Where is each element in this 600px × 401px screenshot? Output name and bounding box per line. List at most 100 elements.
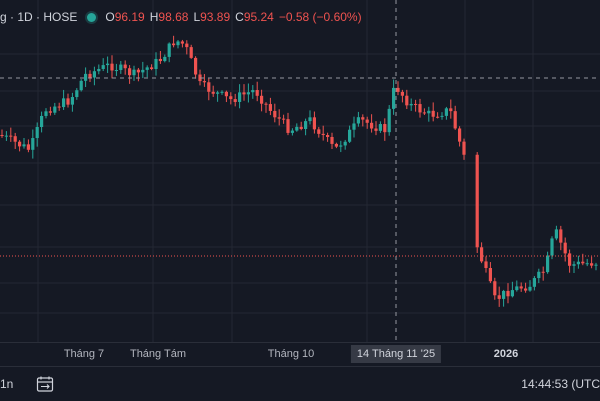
candle-body: [431, 110, 435, 117]
time-tick: Tháng Tám: [129, 348, 187, 360]
candle-body: [317, 129, 321, 134]
candle-body: [185, 43, 189, 48]
candle-body: [233, 99, 237, 102]
close-label: C: [235, 10, 244, 24]
close-value: 95.24: [243, 10, 274, 24]
time-tick-year: 2026: [493, 348, 519, 360]
low-value: 93.89: [200, 10, 231, 24]
candle-body: [79, 80, 83, 91]
candle-body: [436, 116, 440, 118]
time-tick: Tháng 10: [267, 348, 315, 360]
candle-body: [22, 144, 26, 147]
candle-body: [506, 290, 510, 297]
candle-body: [326, 135, 330, 137]
candle-body: [308, 117, 312, 122]
candle-body: [110, 63, 114, 71]
candle-body: [422, 112, 426, 114]
candle-body: [343, 141, 347, 146]
candle-body: [75, 90, 79, 98]
candle-body: [242, 92, 246, 95]
candle-body: [220, 91, 224, 93]
candle-body: [277, 117, 281, 119]
candle-body: [374, 128, 378, 131]
symbol-interval-exchange[interactable]: g · 1D · HOSE: [0, 10, 78, 24]
candle-body: [9, 135, 13, 137]
candle-body: [559, 229, 563, 243]
candle-body: [53, 106, 57, 113]
candle-body: [224, 91, 228, 97]
candle-body: [458, 128, 462, 142]
candle-body: [396, 87, 400, 92]
candle-body: [44, 111, 48, 116]
candle-body: [286, 119, 290, 133]
candle-body: [528, 286, 532, 291]
candle-body: [405, 95, 409, 106]
candle-body: [497, 295, 501, 299]
candle-body: [334, 143, 338, 147]
chart-area[interactable]: g · 1D · HOSE O 96.19 H 98.68 L 93.89 C 95.2…: [0, 0, 600, 342]
candle-body: [348, 129, 352, 142]
candle-body: [576, 261, 580, 265]
candle-body: [167, 43, 171, 57]
candle-body: [97, 68, 101, 72]
candle-body: [502, 290, 506, 299]
candle-body: [251, 90, 255, 93]
candle-body: [40, 115, 44, 128]
candle-body: [260, 95, 264, 104]
candle-body: [268, 104, 272, 111]
candle-body: [273, 110, 277, 118]
candle-body: [290, 130, 294, 133]
candle-body: [194, 57, 198, 75]
candle-body: [207, 82, 211, 92]
candle-body: [70, 97, 74, 105]
candle-body: [383, 124, 387, 133]
candle-body: [18, 141, 22, 147]
candle-body: [238, 92, 242, 102]
candle-body: [172, 43, 176, 46]
candle-body: [158, 58, 162, 62]
candle-body: [568, 253, 572, 266]
open-value: 96.19: [114, 10, 145, 24]
candle-body: [449, 108, 453, 112]
candle-body: [101, 65, 105, 69]
candlestick-chart[interactable]: [0, 0, 600, 342]
candle-body: [119, 64, 123, 71]
candle-body: [392, 87, 396, 109]
candle-body: [229, 96, 233, 100]
candle-body: [304, 121, 308, 129]
candle-body: [541, 271, 545, 273]
candle-body: [524, 288, 528, 291]
candle-body: [114, 70, 118, 72]
candle-body: [26, 144, 30, 150]
candle-body: [136, 69, 140, 73]
candle-body: [216, 92, 220, 94]
candle-body: [480, 247, 484, 262]
candle-body: [563, 242, 567, 254]
candle-body: [572, 264, 576, 266]
candle-body: [264, 103, 268, 105]
low-label: L: [193, 10, 201, 24]
candle-body: [62, 98, 66, 108]
range-button[interactable]: 1n: [0, 377, 14, 391]
candle-body: [361, 117, 365, 120]
candle-body: [31, 138, 35, 150]
candle-body: [581, 261, 585, 264]
candle-body: [594, 264, 598, 266]
candle-body: [400, 91, 404, 96]
candle-body: [189, 47, 193, 58]
candle-body: [339, 145, 343, 147]
candle-body: [590, 263, 594, 266]
candle-body: [141, 69, 145, 73]
candle-body: [128, 68, 132, 76]
candle-body: [321, 133, 325, 136]
candle-body: [356, 117, 360, 124]
market-status-dot[interactable]: [87, 12, 97, 22]
clock-timezone[interactable]: 14:44:53 (UTC: [521, 377, 600, 391]
candle-body: [163, 56, 167, 62]
time-axis[interactable]: Tháng 7 Tháng Tám Tháng 10 2026 14 Tháng…: [0, 342, 600, 367]
candle-body: [484, 261, 488, 269]
open-label: O: [105, 10, 115, 24]
high-value: 98.68: [158, 10, 189, 24]
calendar-range-icon[interactable]: [36, 375, 54, 393]
candle-body: [154, 58, 158, 70]
